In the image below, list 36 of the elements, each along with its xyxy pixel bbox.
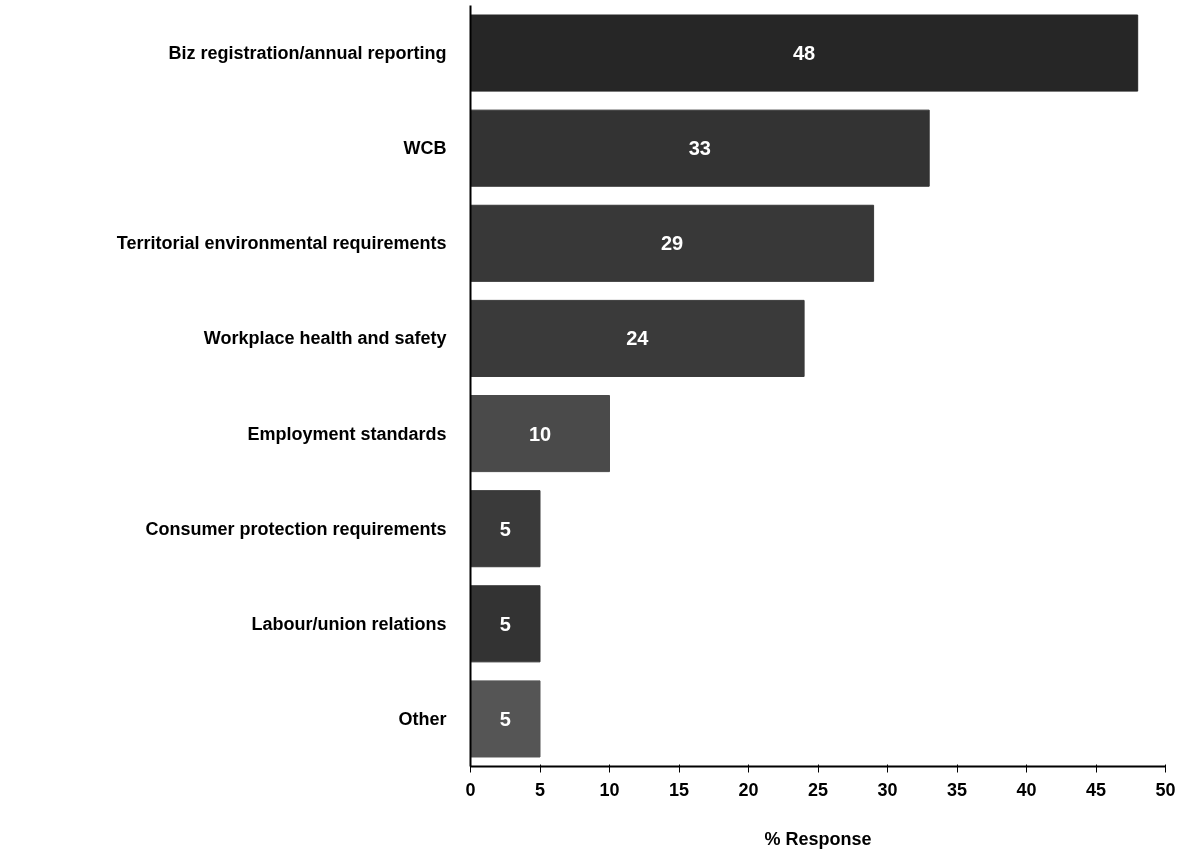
bar bbox=[470, 109, 930, 187]
bar bbox=[470, 490, 541, 568]
bar bbox=[470, 204, 875, 282]
data-label: 5 bbox=[499, 612, 511, 635]
data-label: 24 bbox=[626, 327, 650, 350]
y-tick-label: Workplace health and safety bbox=[203, 328, 447, 349]
x-tick-label: 45 bbox=[1085, 779, 1107, 800]
y-tick-label: Biz registration/annual reporting bbox=[168, 43, 447, 64]
x-tick-label: 15 bbox=[668, 779, 690, 800]
bar bbox=[470, 395, 610, 473]
x-tick-label: 35 bbox=[946, 779, 968, 800]
data-label: 48 bbox=[792, 42, 816, 65]
x-tick-label: 40 bbox=[1016, 779, 1037, 800]
bar bbox=[470, 680, 541, 758]
data-label: 33 bbox=[688, 137, 711, 160]
bar bbox=[470, 585, 541, 663]
data-label: 29 bbox=[660, 232, 684, 255]
x-tick-label: 25 bbox=[807, 779, 829, 800]
x-tick-label: 10 bbox=[599, 779, 620, 800]
y-tick-label: Labour/union relations bbox=[251, 613, 447, 634]
x-tick-label: 30 bbox=[877, 779, 898, 800]
y-tick-label: Other bbox=[398, 708, 447, 729]
data-label: 10 bbox=[528, 422, 552, 445]
bar bbox=[470, 14, 1139, 92]
x-tick-label: 20 bbox=[738, 779, 759, 800]
y-tick-label: Territorial environmental requirements bbox=[116, 233, 447, 254]
y-tick-label: WCB bbox=[403, 138, 447, 159]
x-tick-label: 50 bbox=[1155, 779, 1176, 800]
y-tick-label: Consumer protection requirements bbox=[145, 518, 447, 539]
x-tick-label: 5 bbox=[534, 779, 546, 800]
x-axis-title: % Response bbox=[764, 828, 872, 849]
data-label: 5 bbox=[499, 517, 511, 540]
data-label: 5 bbox=[499, 707, 511, 730]
bar bbox=[470, 299, 805, 377]
x-tick-label: 0 bbox=[465, 779, 476, 800]
y-tick-label: Employment standards bbox=[247, 423, 447, 444]
